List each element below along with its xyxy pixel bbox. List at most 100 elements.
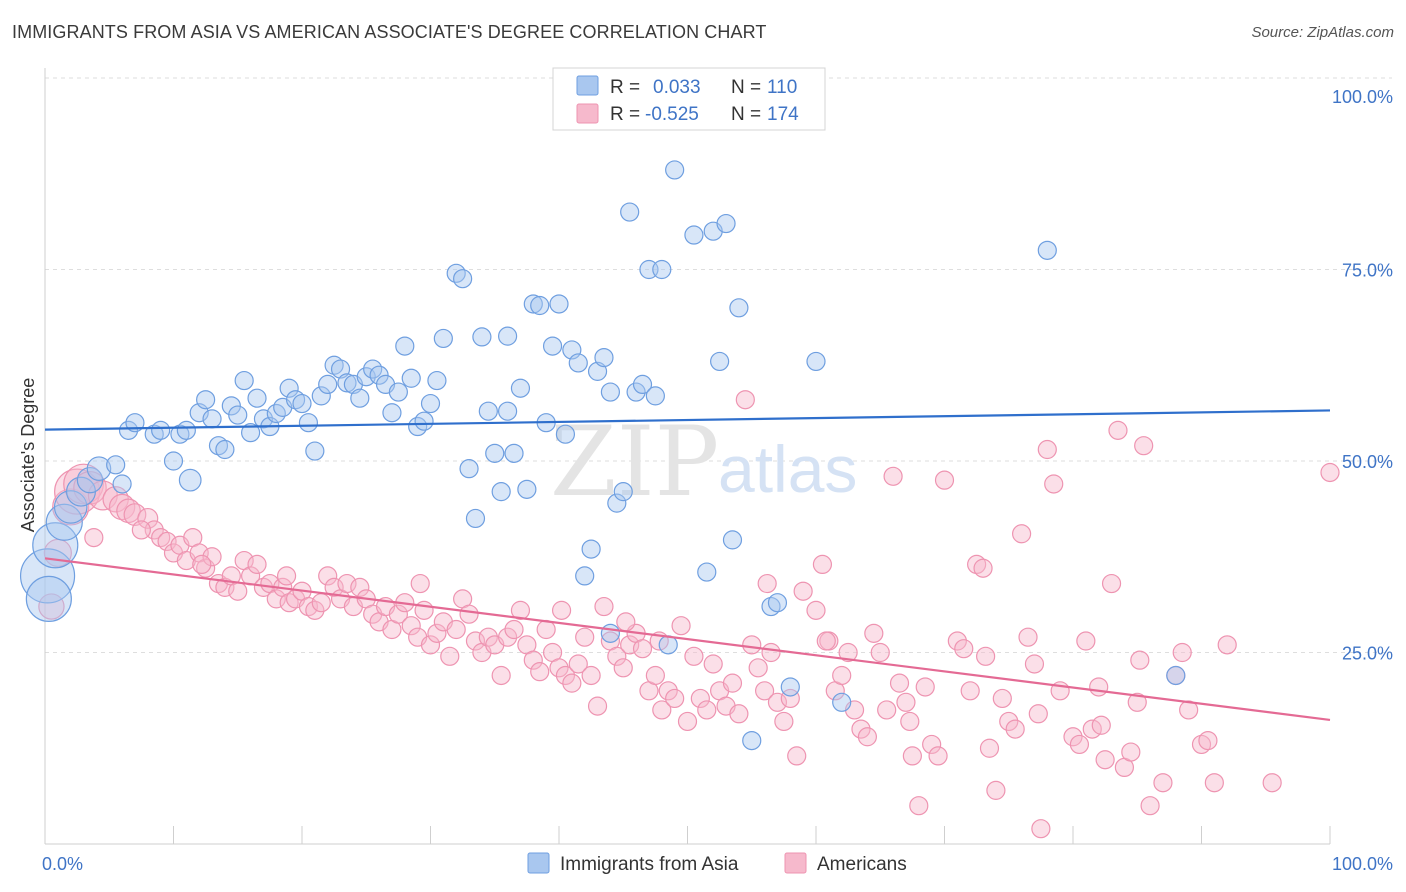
americans-point [960, 681, 980, 701]
immigrants-point [645, 386, 665, 406]
immigrants-point [607, 493, 627, 513]
americans-point [157, 531, 177, 552]
americans-point [851, 719, 871, 739]
americans-point [1063, 727, 1083, 747]
legend-r-label-pink: R = [610, 104, 640, 125]
y-tick-label: 75.0% [1342, 261, 1393, 281]
immigrants-point [350, 388, 370, 408]
americans-point [108, 493, 136, 521]
americans-point [1031, 819, 1051, 839]
americans-point [324, 577, 344, 597]
immigrants-point [151, 420, 171, 440]
americans-point [806, 600, 826, 620]
americans-point [954, 639, 974, 659]
immigrants-point [491, 482, 511, 502]
series-swatch-immigrants [527, 852, 550, 874]
americans-point [976, 646, 996, 666]
americans-point [1095, 750, 1115, 770]
americans-point [748, 658, 768, 678]
americans-point [632, 639, 653, 659]
immigrants-point [247, 388, 267, 408]
americans-point [410, 573, 430, 594]
americans-point [38, 593, 65, 620]
americans-point [652, 700, 672, 720]
americans-point [658, 681, 678, 701]
americans-point [1024, 654, 1045, 674]
americans-point [350, 577, 370, 597]
immigrants-point [485, 443, 505, 463]
immigrants-point [504, 443, 524, 463]
americans-point [305, 600, 325, 620]
immigrants-point [729, 298, 749, 318]
immigrants-point [382, 403, 402, 423]
americans-point [986, 780, 1006, 800]
americans-point [311, 593, 331, 613]
americans-point [757, 573, 777, 594]
americans-point [465, 631, 486, 651]
americans-point [900, 711, 920, 732]
immigrants-point [401, 368, 421, 388]
americans-point [266, 589, 286, 609]
immigrants-point [292, 393, 312, 414]
americans-point [549, 658, 569, 678]
immigrants-point [594, 347, 614, 368]
immigrants-point [408, 416, 428, 437]
americans-point [690, 688, 710, 709]
americans-point [816, 631, 836, 651]
americans-point [318, 566, 338, 586]
americans-point [228, 581, 248, 601]
americans-point [1089, 677, 1109, 697]
americans-point [928, 746, 948, 766]
x-tick-labels: 0.0% 100.0% [42, 854, 1393, 874]
immigrants-point [420, 393, 441, 414]
americans-point [498, 627, 518, 647]
americans-point [616, 612, 636, 632]
americans-point [459, 604, 479, 624]
americans-point [581, 665, 601, 686]
americans-point [1044, 474, 1064, 494]
legend-swatch-blue [576, 75, 599, 96]
americans-point [729, 704, 749, 724]
immigrants-point [86, 456, 112, 481]
americans-point [889, 673, 910, 693]
americans-point [491, 665, 511, 686]
immigrants-point [626, 382, 646, 402]
americans-point [587, 696, 608, 716]
americans-point [735, 390, 755, 410]
americans-point [420, 635, 441, 655]
immigrants-trend-line [44, 409, 1331, 431]
americans-point [947, 631, 967, 651]
immigrants-point [568, 353, 588, 373]
americans-point [613, 658, 633, 678]
americans-point [536, 619, 556, 640]
x-tick-label: 0.0% [42, 854, 83, 874]
americans-point [1069, 734, 1090, 755]
immigrants-point [710, 351, 730, 372]
immigrants-point [575, 566, 595, 586]
trend-lines [44, 409, 1331, 721]
axes [44, 68, 1331, 845]
americans-point [131, 520, 151, 540]
americans-point [202, 547, 222, 567]
americans-point [767, 692, 788, 712]
series-legend: Immigrants from Asia Americans [527, 852, 907, 875]
immigrants-point [427, 370, 447, 391]
americans-point [684, 646, 704, 666]
immigrants-point [613, 482, 633, 502]
immigrants-point [780, 677, 800, 697]
americans-point [192, 554, 212, 575]
americans-point [1091, 715, 1111, 735]
americans-point [877, 700, 897, 720]
americans-point [1028, 704, 1048, 724]
y-axis-label: Associate's Degree [18, 378, 38, 533]
immigrants-point [697, 562, 717, 582]
y-tick-labels: 25.0% 50.0% 75.0% 100.0% [1332, 87, 1393, 664]
immigrants-point [215, 439, 235, 460]
americans-point [1121, 742, 1141, 762]
americans-trend-line [44, 557, 1331, 721]
y-tick-label: 100.0% [1332, 87, 1393, 107]
immigrants-point [305, 441, 325, 461]
americans-point [337, 573, 357, 594]
immigrants-point [832, 692, 852, 712]
americans-point [427, 623, 447, 643]
